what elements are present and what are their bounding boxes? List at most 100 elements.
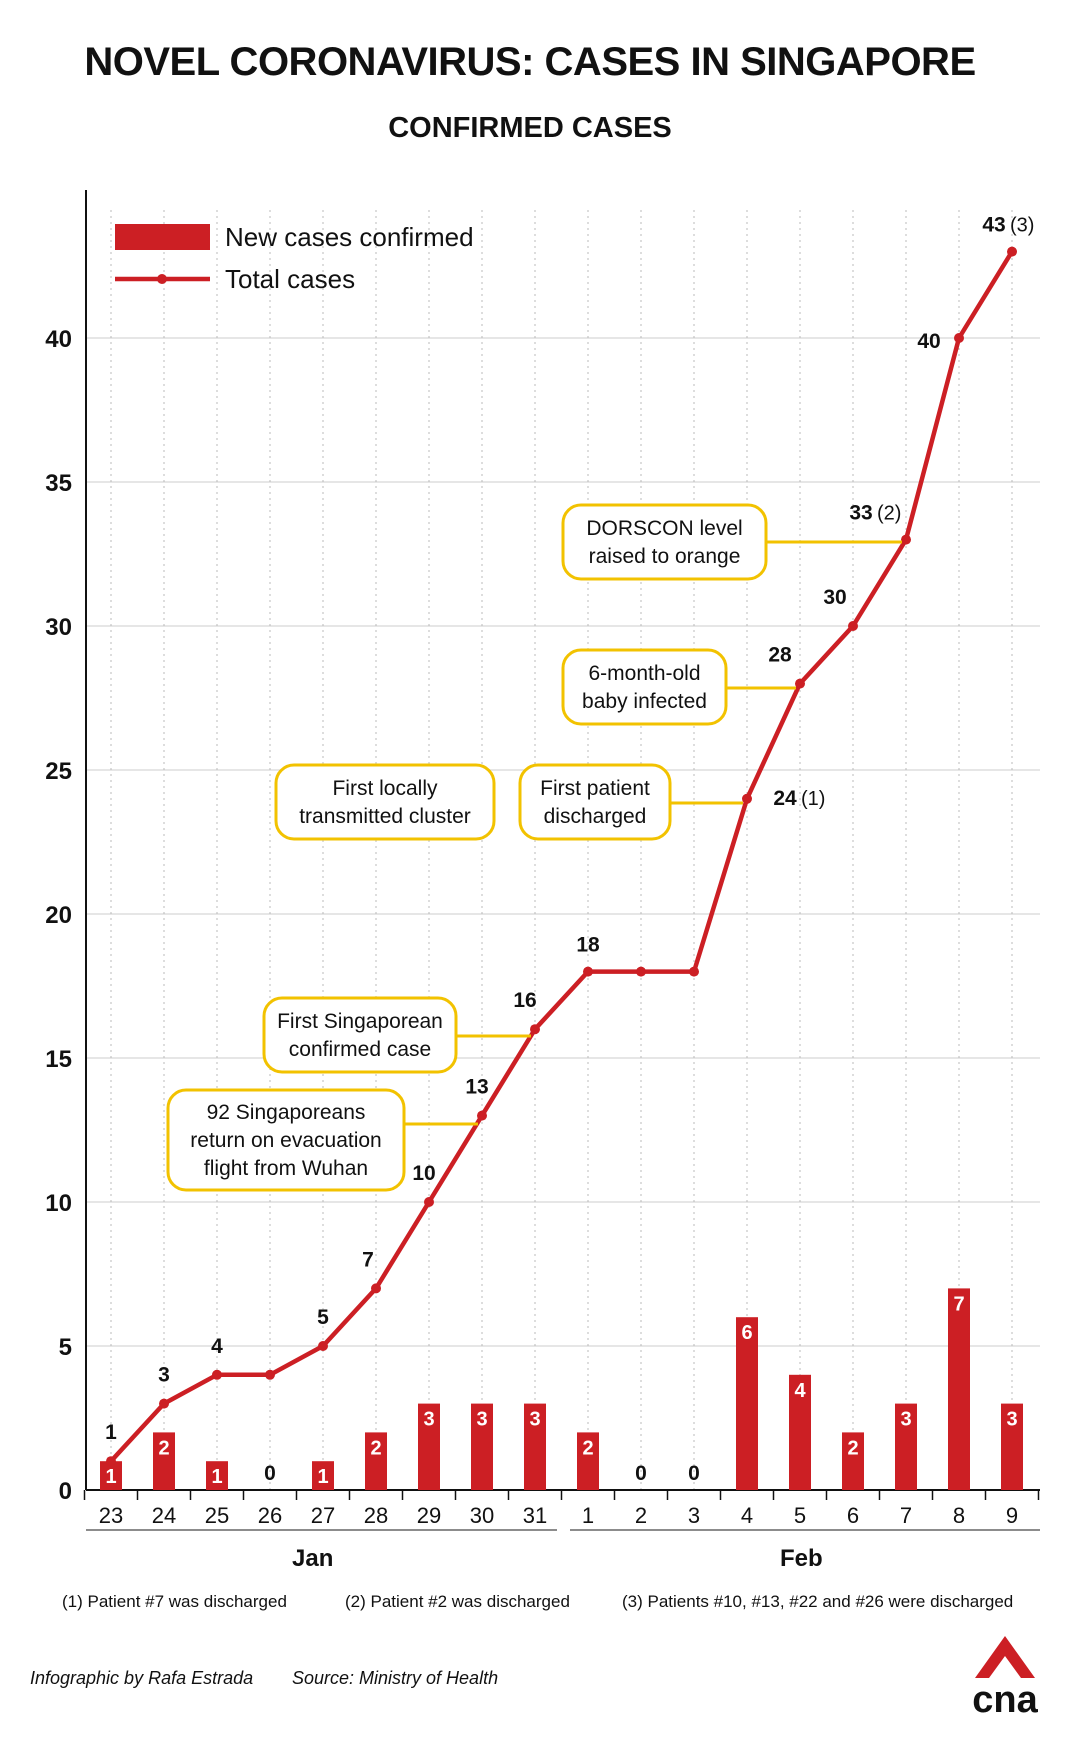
bar-value-label: 1 <box>211 1466 222 1488</box>
callout-box <box>274 763 496 841</box>
new-cases-bar <box>153 1432 175 1490</box>
y-tick-label-25: 25 <box>45 758 72 785</box>
bar-value-label: 0 <box>688 1462 700 1485</box>
new-cases-bar <box>895 1403 917 1490</box>
total-value-label: 4 <box>211 1335 223 1358</box>
x-tick-label: 25 <box>205 1503 229 1528</box>
footnote-3: (3) Patients #10, #13, #22 and #26 were … <box>622 1592 1014 1611</box>
total-cases-point <box>689 966 699 977</box>
x-tick-label: 31 <box>523 1503 547 1528</box>
legend-bar-swatch <box>115 224 210 250</box>
bar-value-label: 3 <box>1006 1409 1017 1431</box>
bar-value-label: 3 <box>900 1409 911 1431</box>
callout-box <box>561 648 728 726</box>
month-label-jan: Jan <box>292 1545 334 1572</box>
x-tick-label: 27 <box>311 1503 335 1528</box>
callout-text: discharged <box>544 805 647 828</box>
bar-value-label: 0 <box>264 1462 276 1485</box>
x-tick-label: 26 <box>258 1503 282 1528</box>
total-cases-point <box>901 534 911 545</box>
total-cases-line <box>109 250 1014 1463</box>
bar-value-label: 2 <box>370 1437 381 1459</box>
total-value-label: 1 <box>105 1421 117 1444</box>
total-cases-point <box>212 1369 222 1380</box>
total-value-label: 3 <box>158 1364 170 1387</box>
total-cases-point <box>424 1197 434 1207</box>
legend-line-label: Total cases <box>225 264 355 294</box>
cna-logo-text: cna <box>972 1679 1038 1720</box>
callout-text: transmitted cluster <box>299 805 471 828</box>
bar-value-label: 6 <box>741 1322 752 1344</box>
y-tick-label-35: 35 <box>45 470 72 497</box>
new-cases-bar <box>206 1461 228 1490</box>
new-cases-bar <box>312 1461 334 1490</box>
new-cases-bar <box>842 1432 864 1490</box>
new-cases-bar <box>524 1403 546 1490</box>
new-cases-bar <box>789 1374 811 1490</box>
x-tick-label: 23 <box>99 1503 123 1528</box>
x-tick-label: 3 <box>688 1503 700 1528</box>
total-cases-point <box>848 621 858 631</box>
credit-source: Source: Ministry of Health <box>292 1668 499 1688</box>
callout-box <box>561 503 768 581</box>
y-tick-label-10: 10 <box>45 1190 72 1217</box>
total-cases-point <box>265 1369 275 1380</box>
new-cases-bar <box>365 1432 387 1490</box>
total-cases-point <box>1007 246 1017 257</box>
x-tick-label: 28 <box>364 1503 388 1528</box>
callout-box <box>262 996 458 1074</box>
callout-box <box>518 763 672 841</box>
total-cases-point <box>371 1283 381 1294</box>
total-value-label: 40 <box>917 330 940 353</box>
callout-text: First locally <box>332 777 438 800</box>
total-value-label: 43 <box>982 214 1005 237</box>
x-tick-label: 30 <box>470 1503 494 1528</box>
bar-value-label: 3 <box>476 1409 487 1431</box>
x-tick-label: 1 <box>582 1503 594 1528</box>
callout-text: return on evacuation <box>190 1129 381 1152</box>
footnote-2: (2) Patient #2 was discharged <box>345 1592 570 1611</box>
callout-text: DORSCON level <box>586 517 742 540</box>
x-tick-label: 6 <box>847 1503 859 1528</box>
callout-text: raised to orange <box>589 545 741 568</box>
chart-subtitle: CONFIRMED CASES <box>388 112 672 144</box>
bar-value-label: 3 <box>529 1409 540 1431</box>
total-cases-point <box>318 1341 328 1351</box>
total-value-label: 33 <box>849 502 872 525</box>
new-cases-bar <box>418 1403 440 1490</box>
x-tick-label: 5 <box>794 1503 806 1528</box>
legend-bar-label: New cases confirmed <box>225 222 474 252</box>
y-tick-label-15: 15 <box>45 1046 72 1073</box>
new-cases-bar <box>577 1432 599 1490</box>
x-tick-label: 24 <box>152 1503 176 1528</box>
chart-title: NOVEL CORONAVIRUS: CASES IN SINGAPORE <box>84 40 976 84</box>
cna-logo-mark <box>975 1636 1035 1678</box>
total-value-label: 5 <box>317 1306 329 1329</box>
callout-text: flight from Wuhan <box>204 1157 368 1180</box>
total-note-label: (1) <box>801 788 825 810</box>
new-cases-bar <box>471 1403 493 1490</box>
new-cases-bar <box>736 1317 758 1490</box>
bar-value-label: 2 <box>582 1437 593 1459</box>
new-cases-bar <box>1001 1403 1023 1490</box>
bar-value-label: 2 <box>158 1437 169 1459</box>
bar-value-label: 7 <box>953 1293 964 1315</box>
total-value-label: 10 <box>412 1162 435 1185</box>
callout-text: confirmed case <box>289 1038 431 1061</box>
x-tick-label: 9 <box>1006 1503 1018 1528</box>
callout-box <box>166 1088 406 1192</box>
callout-text: 6-month-old <box>588 662 700 685</box>
total-value-label: 30 <box>823 586 846 609</box>
credit-author: Infographic by Rafa Estrada <box>30 1668 254 1688</box>
total-cases-point <box>477 1110 487 1121</box>
legend-line-marker <box>157 274 167 284</box>
total-value-label: 13 <box>465 1076 488 1099</box>
callout-text: 92 Singaporeans <box>207 1101 366 1124</box>
y-tick-label-0: 0 <box>59 1478 72 1505</box>
new-cases-bar <box>100 1461 122 1490</box>
total-value-label: 16 <box>513 989 536 1012</box>
callout-text: First patient <box>540 777 650 800</box>
bar-value-label: 1 <box>105 1466 116 1488</box>
callout-text: baby infected <box>582 690 707 713</box>
